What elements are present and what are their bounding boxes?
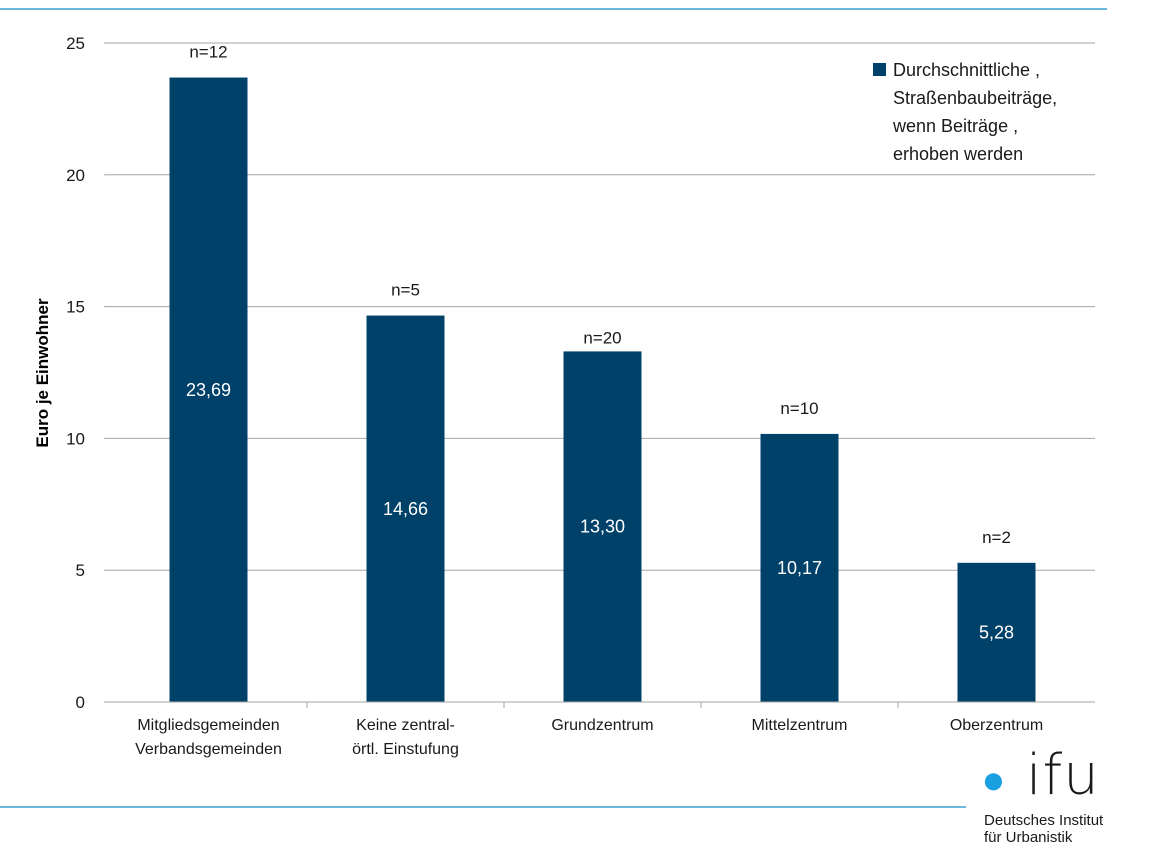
x-category-label: Mitgliedsgemeinden: [137, 717, 279, 734]
y-tick-label: 0: [76, 693, 85, 712]
y-axis-title: Euro je Einwohner: [33, 298, 52, 448]
difu-logo-mark: [984, 773, 1002, 791]
bar-count-label: n=20: [583, 328, 621, 347]
difu-logo-wordmark: ifu: [1026, 743, 1100, 808]
x-category-label: Mittelzentrum: [751, 717, 847, 734]
legend-swatch: [873, 63, 886, 76]
bar: [366, 315, 445, 702]
bar: [563, 351, 642, 702]
legend-line: Straßenbaubeiträge,: [893, 88, 1057, 108]
x-category-label: Oberzentrum: [950, 717, 1043, 734]
legend-line: wenn Beiträge ,: [892, 116, 1018, 136]
bar-count-label: n=2: [982, 528, 1011, 547]
bar: [169, 77, 248, 702]
difu-logo-caption: Deutsches Institut für Urbanistik: [984, 812, 1103, 846]
legend-line: Durchschnittliche ,: [893, 60, 1040, 80]
labels: 0 5 10 15 20 25 23,69 n=12 Mitgliedsgemeinden Ver…: [66, 34, 1043, 758]
y-tick-label: 5: [76, 561, 85, 580]
bar-value-label: 5,28: [979, 622, 1014, 642]
bar-count-label: n=5: [391, 281, 420, 300]
bar: [957, 562, 1036, 702]
bar-value-label: 13,30: [580, 517, 625, 537]
x-category-label: Verbandsgemeinden: [135, 741, 282, 758]
legend-label: Durchschnittliche , Straßenbaubeiträge, we…: [892, 60, 1057, 164]
y-tick-label: 20: [66, 166, 85, 185]
bar-count-label: n=10: [780, 399, 818, 418]
y-tick-label: 15: [66, 298, 85, 317]
bar-value-label: 10,17: [777, 558, 822, 578]
bar-value-label: 23,69: [186, 380, 231, 400]
bar-value-label: 14,66: [383, 499, 428, 519]
difu-logo-line-2: für Urbanistik: [984, 829, 1073, 846]
legend: Durchschnittliche , Straßenbaubeiträge, we…: [873, 60, 1057, 164]
x-category-label: Keine zentral-: [356, 717, 455, 734]
y-tick-label: 10: [66, 429, 85, 448]
x-category-label: Grundzentrum: [551, 717, 653, 734]
x-category-label: örtl. Einstufung: [352, 741, 459, 758]
bar: [760, 433, 839, 702]
bar-count-label: n=12: [189, 43, 227, 62]
bars: [169, 77, 1036, 702]
y-tick-label: 25: [66, 34, 85, 53]
difu-logo: ifu Deutsches Institut für Urbanistik: [984, 746, 1134, 847]
difu-logo-line-1: Deutsches Institut: [984, 812, 1104, 829]
legend-line: erhoben werden: [893, 144, 1023, 164]
